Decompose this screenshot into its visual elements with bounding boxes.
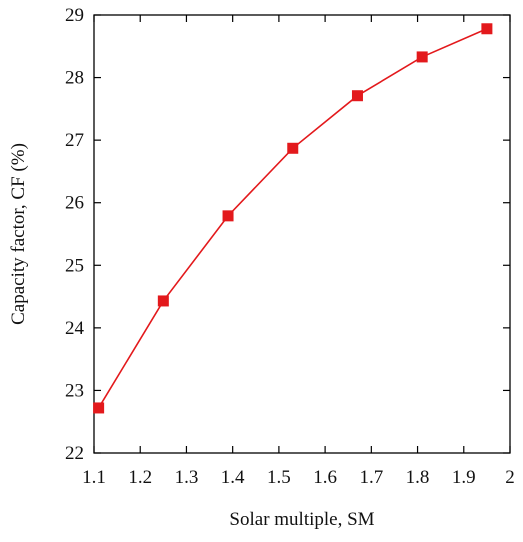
marker (416, 51, 428, 63)
plot-frame (93, 14, 511, 454)
y-tick-label: 23 (65, 380, 84, 401)
marker (351, 90, 363, 102)
y-tick-label: 29 (65, 5, 84, 26)
y-tick-label: 24 (65, 318, 85, 339)
x-tick-label: 2 (505, 467, 515, 488)
y-tick-label: 22 (65, 443, 84, 464)
x-axis-label: Solar multiple, SM (229, 509, 374, 530)
series-line (97, 28, 488, 409)
y-tick-label: 28 (65, 68, 84, 89)
y-tick-label: 26 (65, 193, 84, 214)
marker (222, 210, 234, 222)
x-tick-label: 1.5 (267, 467, 291, 488)
y-axis-label: Capacity factor, CF (%) (8, 143, 29, 325)
x-tick-label: 1.6 (313, 467, 337, 488)
x-tick-label: 1.8 (406, 467, 430, 488)
marker (157, 295, 169, 307)
x-tick-label: 1.4 (221, 467, 245, 488)
marker (287, 142, 299, 154)
y-tick-label: 27 (65, 130, 84, 151)
y-tick-label: 25 (65, 255, 84, 276)
x-tick-label: 1.3 (175, 467, 199, 488)
x-tick-label: 1.7 (359, 467, 383, 488)
x-tick-label: 1.9 (452, 467, 476, 488)
x-tick-label: 1.2 (128, 467, 152, 488)
x-tick-label: 1.1 (82, 467, 106, 488)
marker (93, 402, 105, 414)
marker (481, 23, 493, 35)
